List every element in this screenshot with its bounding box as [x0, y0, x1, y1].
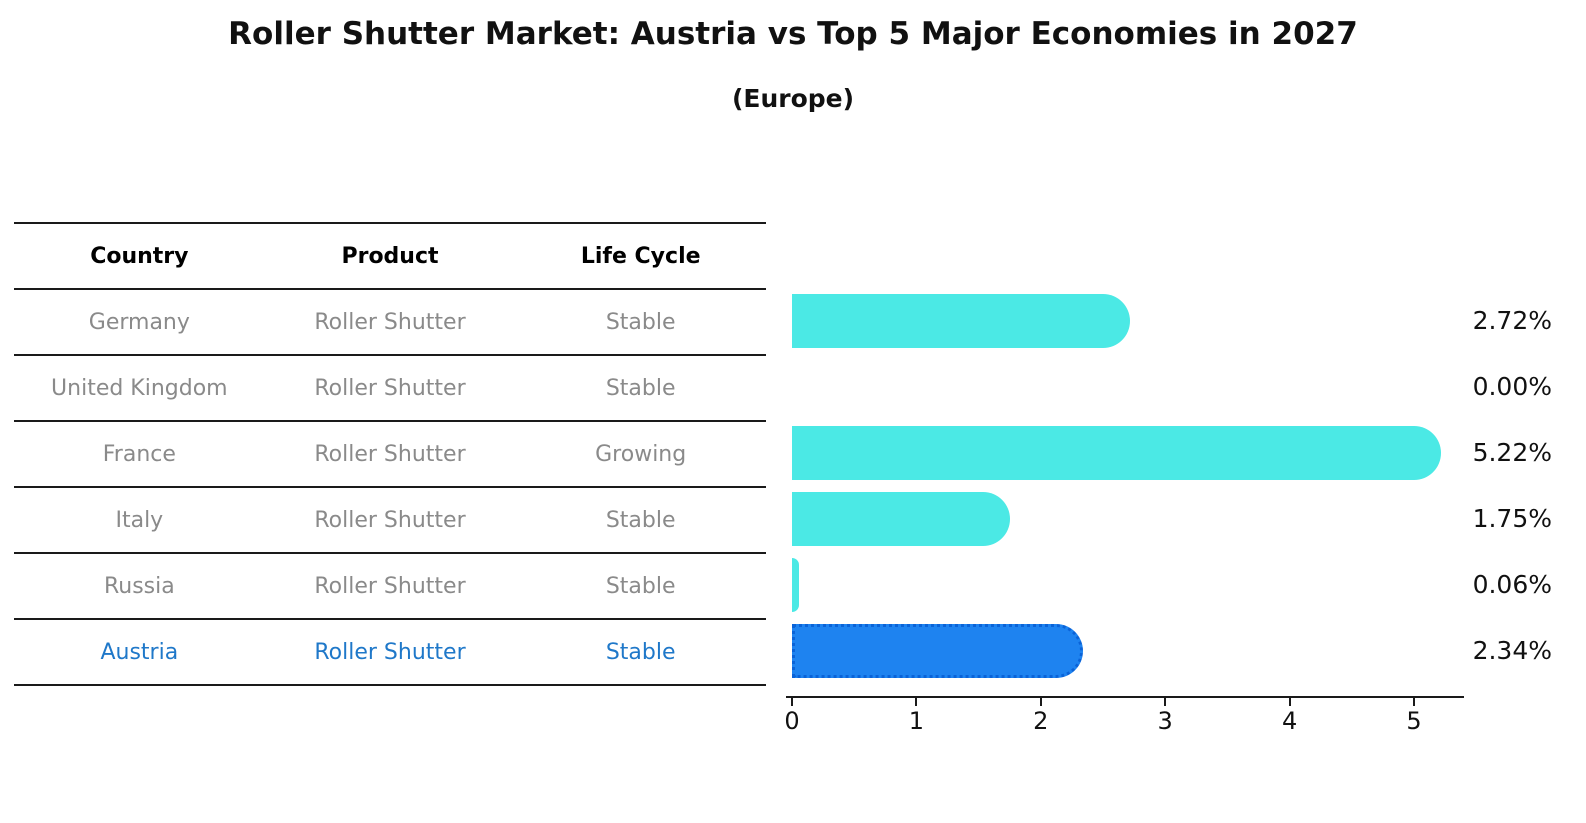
x-axis-tick-label: 3	[1157, 707, 1173, 735]
cell-product: Roller Shutter	[314, 507, 466, 533]
x-axis-tick-mark	[1164, 698, 1167, 706]
value-label-united-kingdom: 0.00%	[1472, 372, 1552, 401]
cell-product: Roller Shutter	[314, 573, 466, 599]
table-header-row: Country Product Life Cycle	[14, 224, 766, 290]
cell-country: Germany	[88, 309, 190, 335]
cell-country: Russia	[103, 573, 175, 599]
column-header-country: Country	[90, 243, 189, 269]
table-row-austria: Austria Roller Shutter Stable	[14, 620, 766, 686]
comparison-table: Country Product Life Cycle Germany Roller…	[14, 222, 766, 686]
value-label-germany: 2.72%	[1472, 306, 1552, 335]
value-label-france: 5.22%	[1472, 438, 1552, 467]
bar-austria	[792, 624, 1084, 678]
x-axis-tick-label: 5	[1406, 707, 1422, 735]
cell-product: Roller Shutter	[314, 639, 466, 665]
cell-country: France	[102, 441, 176, 467]
cell-life-cycle: Stable	[605, 309, 676, 335]
x-axis-tick-mark	[1413, 698, 1415, 706]
cell-life-cycle: Growing	[595, 441, 687, 467]
cell-life-cycle: Stable	[605, 573, 676, 599]
column-header-life-cycle: Life Cycle	[580, 243, 701, 269]
x-axis-tick-label: 2	[1033, 707, 1049, 735]
value-label-russia: 0.06%	[1472, 570, 1552, 599]
x-axis-tick-label: 0	[784, 707, 800, 735]
x-axis-line	[786, 696, 1464, 698]
bar-germany	[792, 294, 1131, 348]
bar-russia	[792, 558, 800, 612]
cell-life-cycle: Stable	[605, 375, 676, 401]
table-row-france: France Roller Shutter Growing	[14, 422, 766, 488]
x-axis-tick-label: 1	[908, 707, 925, 735]
table-row-germany: Germany Roller Shutter Stable	[14, 290, 766, 356]
cell-life-cycle: Stable	[605, 507, 676, 533]
x-axis-tick-mark	[915, 698, 918, 706]
x-axis-tick-mark	[1288, 698, 1291, 706]
cell-product: Roller Shutter	[314, 441, 466, 467]
bar-italy	[792, 492, 1010, 546]
cell-country: United Kingdom	[51, 375, 228, 401]
value-label-austria: 2.34%	[1472, 636, 1552, 665]
cell-country: Italy	[115, 507, 164, 533]
bar-france	[792, 426, 1442, 480]
cell-product: Roller Shutter	[314, 375, 466, 401]
value-label-italy: 1.75%	[1472, 504, 1552, 533]
table-row-russia: Russia Roller Shutter Stable	[14, 554, 766, 620]
x-axis-tick-mark	[791, 698, 793, 706]
cell-life-cycle: Stable	[605, 639, 676, 665]
column-header-product: Product	[341, 243, 439, 269]
chart-subtitle: (Europe)	[731, 84, 855, 113]
cell-country: Austria	[100, 639, 179, 665]
chart-title: Roller Shutter Market: Austria vs Top 5 …	[228, 16, 1358, 52]
x-axis-tick-mark	[1039, 698, 1042, 706]
table-row-italy: Italy Roller Shutter Stable	[14, 488, 766, 554]
x-axis-tick-label: 4	[1281, 707, 1298, 735]
table-row-united-kingdom: United Kingdom Roller Shutter Stable	[14, 356, 766, 422]
table-body: Germany Roller Shutter Stable United Kingdo…	[14, 290, 766, 686]
cell-product: Roller Shutter	[314, 309, 466, 335]
